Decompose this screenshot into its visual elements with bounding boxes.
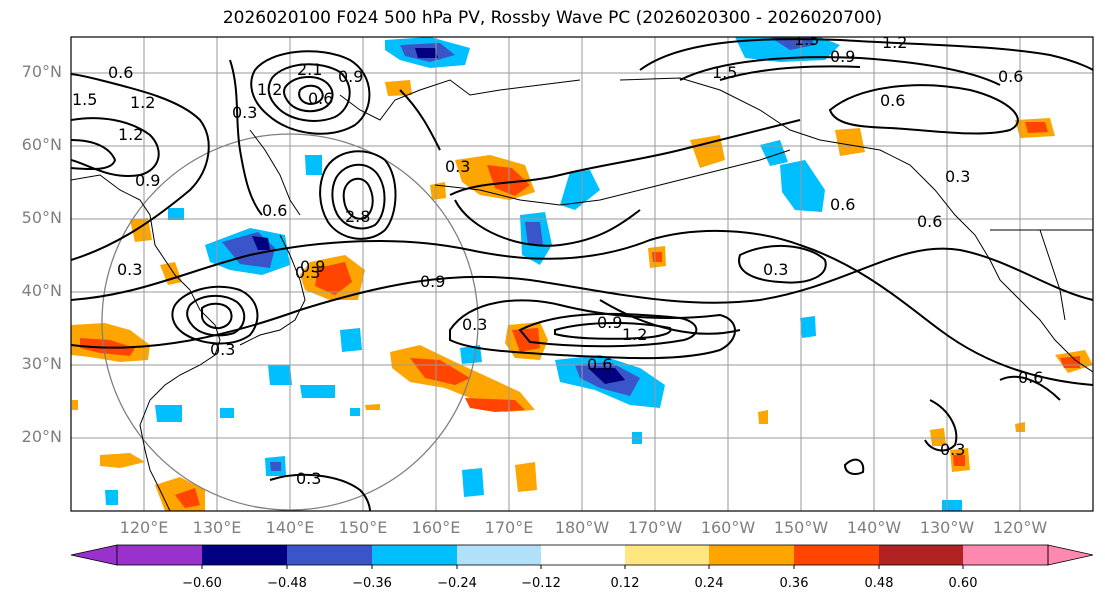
contour-label: 1.2	[118, 125, 143, 144]
lat-label: 50°N	[21, 208, 62, 227]
contour-label: 0.3	[462, 315, 487, 334]
contour-label: 0.9	[300, 257, 325, 276]
contour-label: 0.6	[830, 195, 855, 214]
colorbar-bin	[117, 545, 202, 565]
lon-label: 150°E	[338, 518, 388, 537]
colorbar-bin	[709, 545, 794, 565]
contour-label: 0.6	[587, 355, 612, 374]
colorbar-tick-label: 0.12	[610, 576, 640, 591]
contour-label: 0.9	[597, 313, 622, 332]
colorbar-tick-label: −0.24	[437, 576, 477, 591]
contour-label: 0.9	[135, 171, 160, 190]
contour-label: 0.6	[262, 201, 287, 220]
lat-label: 40°N	[21, 281, 62, 300]
colorbar-tick-label: −0.36	[352, 576, 392, 591]
colorbar-bin	[202, 545, 287, 565]
colorbar-bin	[541, 545, 625, 565]
colorbar-bin	[287, 545, 372, 565]
colorbar-bin	[879, 545, 963, 565]
colorbar-bin	[457, 545, 541, 565]
colorbar-bin	[963, 545, 1048, 565]
contour-label: 0.6	[308, 89, 333, 108]
colorbar-tick-label: 0.60	[948, 576, 978, 591]
contour-label: 0.3	[117, 260, 142, 279]
colorbar-tick-label: −0.12	[521, 576, 561, 591]
colorbar-tick-label: −0.60	[182, 576, 222, 591]
lon-label: 170°E	[484, 518, 534, 537]
pv-contours	[71, 38, 1093, 511]
contour-label: 0.3	[445, 157, 470, 176]
reference-circle	[101, 133, 479, 511]
contour-label: 0.3	[295, 263, 320, 282]
colorbar-bin	[625, 545, 709, 565]
contour-label: 0.3	[763, 260, 788, 279]
colorbar	[70, 544, 1094, 569]
contour-label: 0.6	[880, 91, 905, 110]
contour-label: 0.9	[338, 67, 363, 86]
contour-label: 0.6	[917, 212, 942, 231]
contour-label: 1.5	[794, 30, 819, 49]
contour-label: 0.3	[210, 340, 235, 359]
map-title: 2026020100 F024 500 hPa PV, Rossby Wave …	[222, 8, 883, 28]
contour-label: 1.2	[882, 33, 907, 52]
colorbar-tick-label: 0.24	[694, 576, 724, 591]
lat-label: 20°N	[21, 427, 62, 446]
contour-label: 1.2	[622, 325, 647, 344]
contour-label: 0.9	[830, 47, 855, 66]
lon-label: 140°W	[846, 518, 902, 537]
colorbar-tick-label: −0.48	[267, 576, 307, 591]
contour-label: 0.3	[945, 167, 970, 186]
lon-label: 160°E	[411, 518, 461, 537]
map-frame	[70, 36, 1094, 512]
lon-label: 180°W	[554, 518, 610, 537]
lat-label: 60°N	[21, 135, 62, 154]
colorbar-tick-label: 0.48	[864, 576, 894, 591]
lon-label: 130°W	[919, 518, 975, 537]
contour-label: 1.5	[712, 63, 737, 82]
contour-label: 1.2	[257, 80, 282, 99]
colorbar-bin	[794, 545, 879, 565]
contour-label: 0.6	[108, 63, 133, 82]
lon-label: 120°W	[992, 518, 1048, 537]
lon-label: 160°W	[700, 518, 756, 537]
lon-label: 130°E	[192, 518, 242, 537]
colorbar-min-extend	[70, 544, 118, 566]
contour-label: 0.3	[296, 469, 321, 488]
contour-label: 2.1	[297, 60, 322, 79]
positive-pc-shading	[71, 80, 1093, 511]
lon-label: 140°E	[265, 518, 315, 537]
contour-label: 2.8	[345, 207, 370, 226]
negative-pc-shading	[105, 37, 962, 511]
contour-label: 0.6	[998, 67, 1023, 86]
graticule	[71, 37, 1093, 511]
contour-label: 0.6	[1018, 368, 1043, 387]
contour-label: 0.3	[940, 440, 965, 459]
lat-label: 30°N	[21, 354, 62, 373]
lat-label: 70°N	[21, 62, 62, 81]
colorbar-tick-label: 0.36	[779, 576, 809, 591]
contour-label: 1.5	[72, 90, 97, 109]
contour-label: 1.2	[130, 93, 155, 112]
lon-label: 170°W	[627, 518, 683, 537]
lon-label: 150°W	[773, 518, 829, 537]
contour-label: 0.3	[232, 103, 257, 122]
contour-label: 0.9	[420, 272, 445, 291]
colorbar-bin	[372, 545, 457, 565]
lon-label: 120°E	[119, 518, 169, 537]
colorbar-max-extend	[1047, 544, 1094, 566]
contour-labels: 0.6 1.5 1.2 0.9 0.3 0.6 1.2 0.3 2.1 2.8 …	[72, 30, 1043, 488]
